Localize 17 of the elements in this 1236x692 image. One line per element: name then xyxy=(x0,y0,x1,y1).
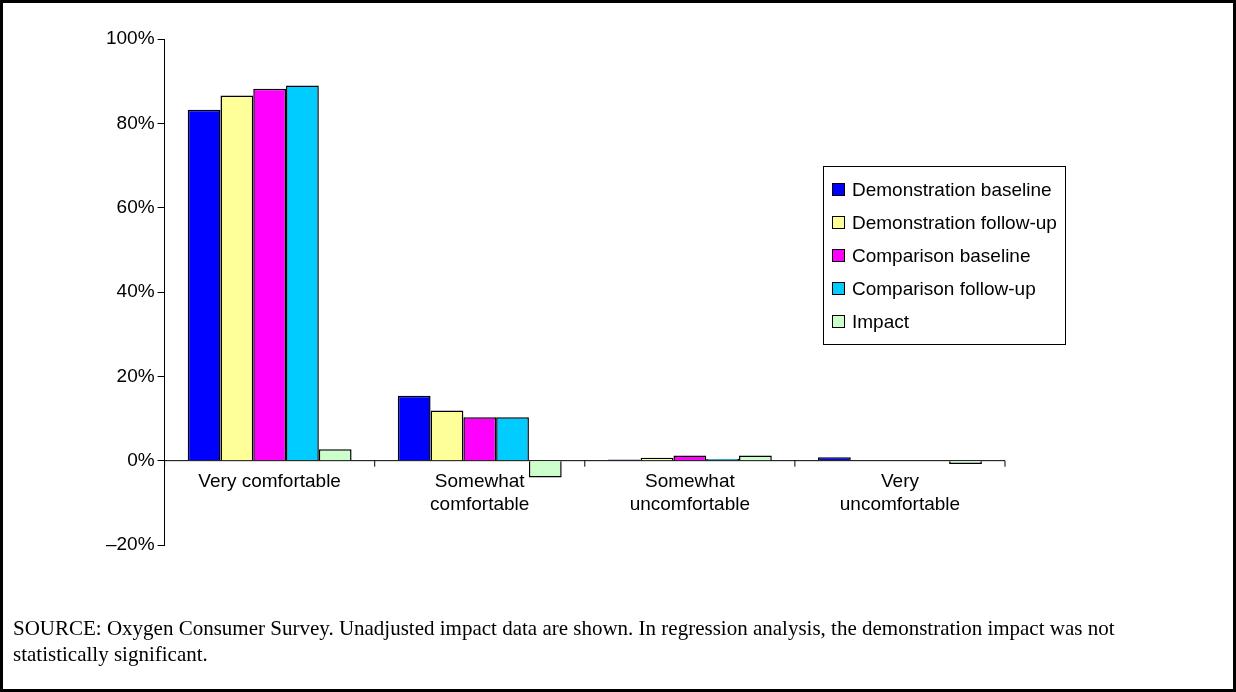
y-tick-label: 40% xyxy=(116,280,155,302)
legend-label: Demonstration follow-up xyxy=(852,211,1057,235)
y-tick-label: 100% xyxy=(105,27,155,49)
legend-label: Comparison baseline xyxy=(852,244,1031,268)
y-tick-label: –20% xyxy=(105,533,155,555)
y-tick-label: 0% xyxy=(127,448,155,470)
y-tick-label: 20% xyxy=(116,364,155,386)
source-note: SOURCE: Oxygen Consumer Survey. Unadjusted impact data are shown. In regression analysis, the demonstration impact was not statistically significant. xyxy=(13,615,1116,667)
legend-label: Demonstration baseline xyxy=(852,178,1052,202)
x-tick-label: Somewhat uncomfortable xyxy=(629,470,751,515)
legend-label: Impact xyxy=(852,310,910,334)
y-tick-label: 80% xyxy=(116,111,155,133)
x-tick-label: Very comfortable xyxy=(198,470,341,492)
x-tick-label: Somewhat comfortable xyxy=(430,470,530,515)
x-tick-label: Very uncomfortable xyxy=(839,470,961,515)
legend-label: Comparison follow-up xyxy=(852,277,1036,301)
y-tick-label: 60% xyxy=(116,195,155,217)
